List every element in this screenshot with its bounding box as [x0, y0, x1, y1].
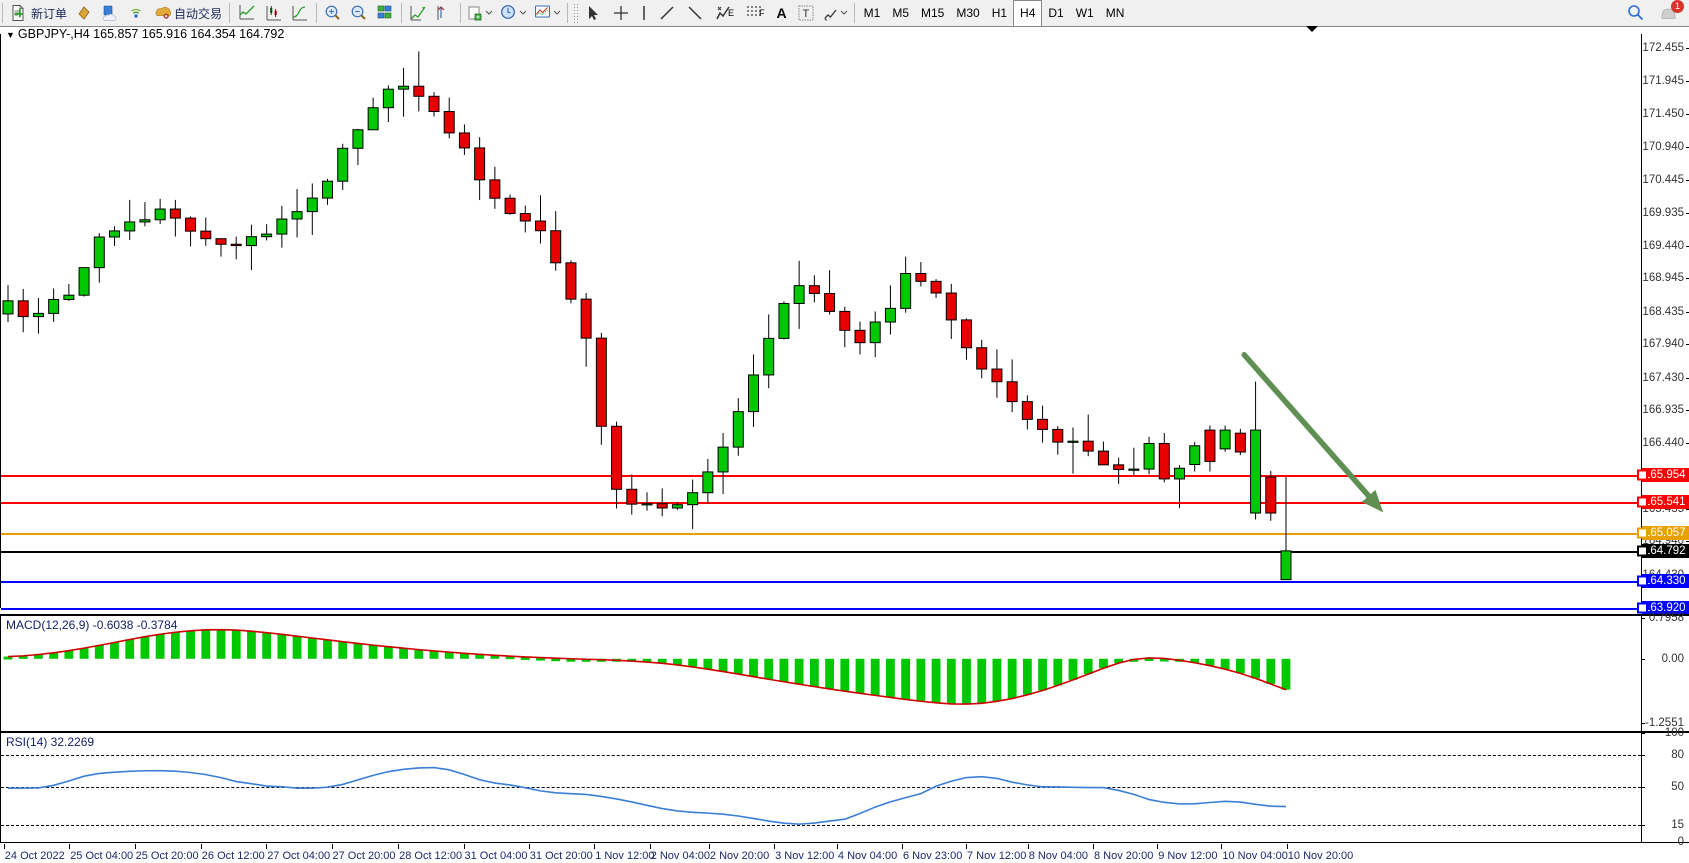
svg-text:T: T [802, 8, 809, 20]
